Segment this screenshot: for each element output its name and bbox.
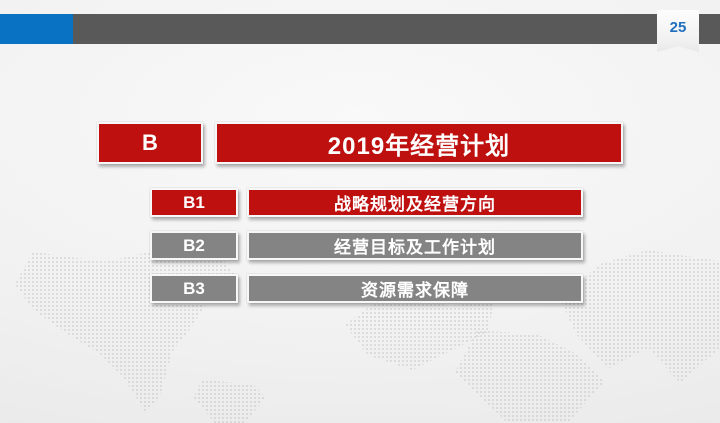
agenda-b3-index-label: B3 [183, 278, 205, 298]
page-number: 25 [669, 19, 687, 36]
agenda-b2-title-label: 经营目标及工作计划 [334, 238, 496, 257]
page-number-ribbon: 25 [657, 10, 699, 52]
agenda-b1-title-label: 战略规划及经营方向 [334, 195, 496, 214]
agenda-b2-title-box: 经营目标及工作计划 [247, 231, 583, 260]
agenda-b1-index-box: B1 [150, 188, 238, 217]
agenda-b2-index-box: B2 [150, 231, 238, 260]
agenda-b3-index-box: B3 [150, 274, 238, 303]
section-title-label: 2019年经营计划 [327, 132, 511, 160]
agenda-b1-index-label: B1 [183, 192, 205, 212]
agenda-b2-index-label: B2 [183, 235, 205, 255]
blue-accent-bar [0, 14, 73, 44]
agenda-b3-title-label: 资源需求保障 [361, 281, 469, 300]
world-map-pattern-africa [455, 330, 605, 423]
section-index-label: B [142, 130, 158, 155]
section-index-box: B [97, 122, 203, 164]
top-bar [0, 14, 720, 44]
section-title-box: 2019年经营计划 [215, 122, 623, 164]
agenda-b3-title-box: 资源需求保障 [247, 274, 583, 303]
agenda-b1-title-box: 战略规划及经营方向 [247, 188, 583, 217]
world-map-pattern-south-america [193, 380, 266, 423]
